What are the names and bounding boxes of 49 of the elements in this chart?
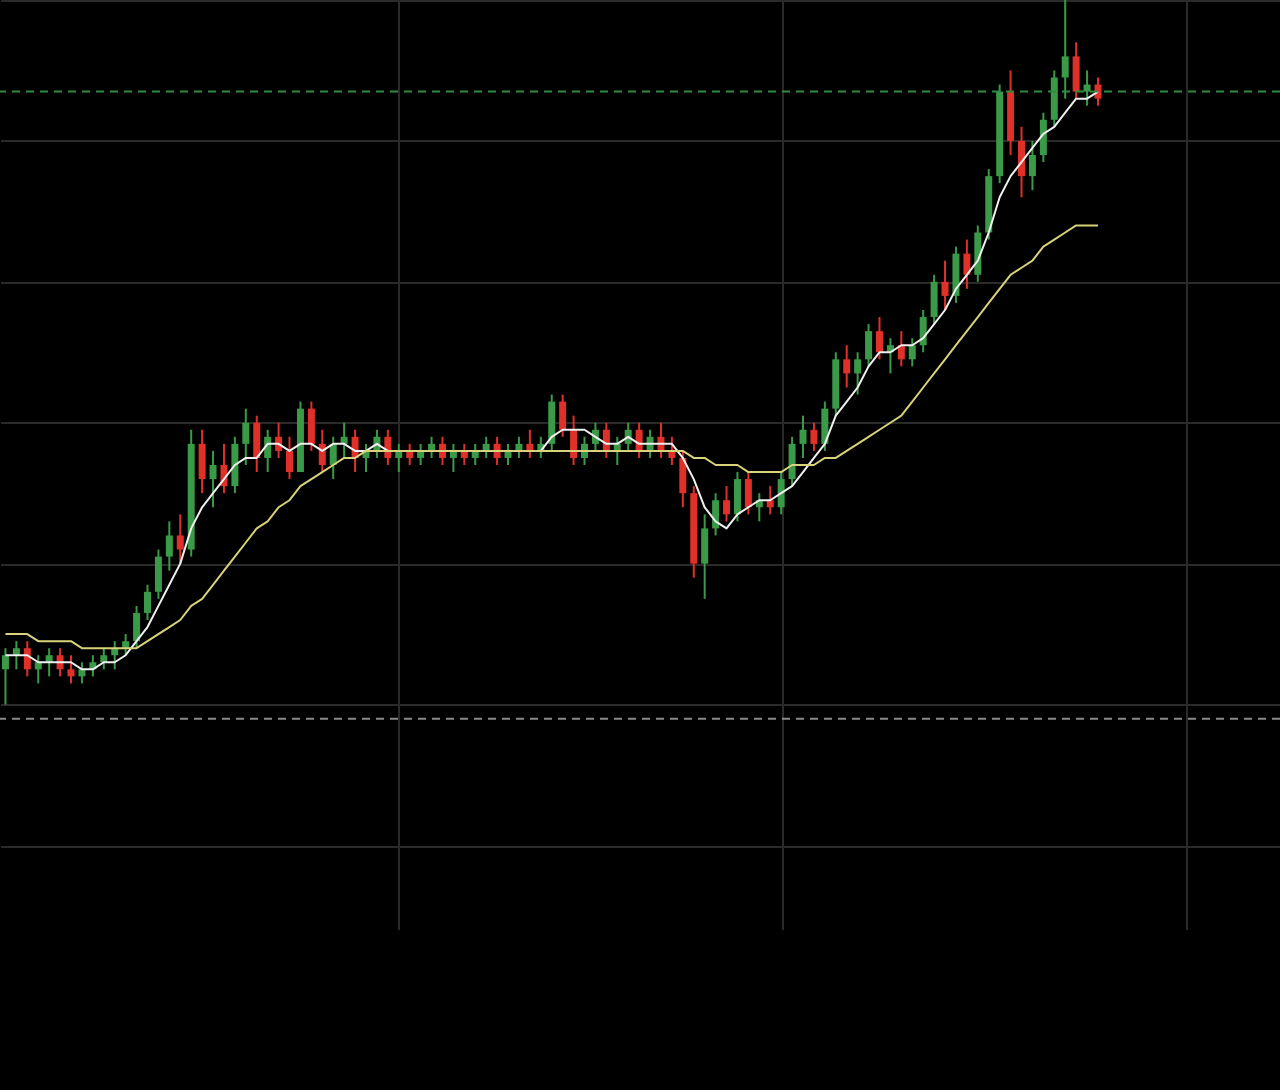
candlestick (176, 513, 184, 565)
candlestick (154, 548, 162, 600)
candlestick (143, 583, 151, 621)
candlestick (231, 435, 239, 495)
candlestick (198, 428, 206, 495)
candlestick (701, 513, 709, 600)
candlestick (908, 337, 916, 368)
candlestick (744, 471, 752, 516)
candlestick (209, 449, 217, 509)
candlestick (1039, 111, 1047, 164)
candlestick (1018, 125, 1026, 199)
candlestick (1083, 69, 1091, 107)
candlestick (963, 238, 971, 290)
candlestick (133, 604, 141, 650)
candlestick (799, 414, 807, 459)
candlestick (723, 485, 731, 523)
candlestick (286, 435, 294, 481)
candlestick (340, 421, 348, 459)
candlestick (843, 344, 851, 389)
candlestick (952, 245, 960, 304)
candlestick (712, 492, 720, 537)
candlestick (242, 407, 250, 466)
candlestick (733, 471, 741, 523)
candlestick (1050, 69, 1058, 128)
candlestick (788, 435, 796, 488)
candlestick (679, 449, 687, 509)
candlestick (1061, 0, 1069, 100)
candlestick (854, 351, 862, 396)
candlestick (930, 273, 938, 326)
candlestick (810, 421, 818, 452)
candlestick (67, 654, 75, 685)
candlestick (559, 393, 567, 438)
candlestick (766, 485, 774, 516)
candlestick (548, 393, 556, 452)
candlestick (1, 647, 9, 706)
candlestick (941, 259, 949, 311)
candlestick (777, 471, 785, 516)
candlestick (165, 520, 173, 572)
candlestick (100, 647, 108, 671)
candlestick (1028, 139, 1036, 192)
candlestick (1072, 41, 1080, 100)
candlestick (821, 400, 829, 452)
candlestick (307, 400, 315, 452)
candlestick (974, 224, 982, 283)
candlestick (875, 316, 883, 361)
candlestick (253, 414, 261, 474)
candlestick (78, 661, 86, 685)
candlestick (34, 654, 42, 685)
candlestick (865, 323, 873, 368)
